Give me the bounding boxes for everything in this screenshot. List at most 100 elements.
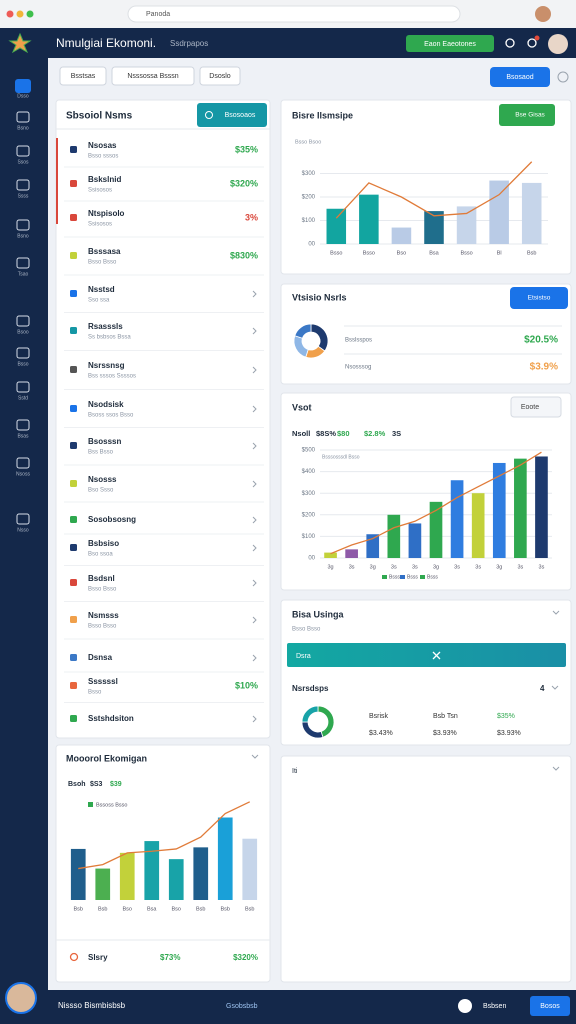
column-value: $3.93% — [433, 730, 457, 737]
item-name[interactable]: Bsssasa — [88, 247, 121, 256]
sidebar-icon-active[interactable] — [15, 79, 31, 93]
item-name[interactable]: Nsodsisk — [88, 400, 124, 409]
item-name[interactable]: Bsdsnl — [88, 574, 115, 583]
footer-button-label[interactable]: Bosos — [540, 1003, 560, 1010]
item-name[interactable]: Nsmsss — [88, 611, 119, 620]
sidebar-icon[interactable] — [16, 145, 30, 157]
footer-value: $73% — [160, 953, 180, 962]
address-bar — [127, 5, 461, 23]
primary-button-label[interactable]: Bsosaod — [506, 74, 533, 81]
sidebar-icon[interactable] — [16, 257, 30, 269]
x-tick-label: 3s — [539, 564, 545, 570]
sidebar-icon[interactable] — [16, 381, 30, 393]
sidebar-label[interactable]: Bsas — [17, 433, 29, 439]
footer-link[interactable]: Gsobsbsb — [226, 1003, 258, 1010]
sidebar-icon[interactable] — [16, 219, 30, 231]
bar — [242, 838, 258, 900]
item-icon — [70, 180, 77, 187]
item-name[interactable]: Ssssssl — [88, 677, 118, 686]
card-button-label[interactable]: Bse Gisas — [515, 112, 545, 119]
chevron-icon — [252, 366, 257, 374]
chevron-icon — [252, 516, 257, 524]
sidebar-icon[interactable] — [16, 347, 30, 359]
item-value: $10% — [235, 680, 258, 690]
footer-value: $320% — [233, 953, 258, 962]
x-tick-label: 3s — [475, 564, 481, 570]
x-tick-label: 3s — [391, 564, 397, 570]
card-title: Bisre Ilsmsipe — [292, 110, 353, 120]
sidebar-icon[interactable] — [16, 457, 30, 469]
close-icon[interactable] — [432, 651, 441, 660]
primary-button[interactable] — [490, 67, 550, 87]
item-name[interactable]: Rsasssls — [88, 322, 123, 331]
tab-label[interactable]: Nsssossa Bsssn — [127, 73, 178, 80]
x-tick-label: Bsb — [74, 906, 83, 912]
card-button[interactable] — [197, 103, 267, 127]
sidebar-label[interactable]: Nsoss — [16, 471, 30, 477]
sidebar-icon[interactable] — [16, 419, 30, 431]
tab-label[interactable]: Bsstsas — [71, 73, 96, 80]
item-name[interactable]: Sosobsosng — [88, 515, 136, 524]
url: Panoda — [146, 11, 170, 18]
card-button-label[interactable]: Etsistso — [528, 295, 551, 302]
column-label: $35% — [497, 713, 515, 720]
x-tick-label: Bso — [172, 906, 181, 912]
item-name[interactable]: Ntspisolo — [88, 209, 125, 218]
sidebar-label[interactable]: Ssos — [17, 159, 29, 165]
item-name[interactable]: Nsstsd — [88, 285, 115, 294]
chevron-icon — [252, 442, 257, 450]
donut-segment — [294, 323, 312, 339]
sidebar-label[interactable]: Bsoo — [17, 329, 29, 335]
bar — [429, 501, 443, 558]
tab[interactable] — [111, 66, 195, 86]
item-name[interactable]: Nsosas — [88, 141, 117, 150]
item-icon — [70, 146, 77, 153]
sidebar-icon[interactable] — [16, 111, 30, 123]
card-button[interactable] — [499, 104, 555, 126]
sidebar-label[interactable]: Dsso — [17, 93, 29, 99]
x-tick-label: Bsa — [429, 250, 439, 256]
sidebar-icon[interactable] — [16, 179, 30, 191]
sidebar-icon[interactable] — [16, 315, 30, 327]
sidebar-label[interactable]: Tsao — [18, 271, 29, 277]
sidebar-label[interactable]: Nsso — [17, 527, 29, 533]
tab[interactable] — [59, 66, 107, 86]
card-button[interactable] — [510, 287, 568, 309]
x-tick-label: 3g — [433, 564, 439, 570]
item-name[interactable]: Bskslnid — [88, 175, 121, 184]
x-tick-label: Bsb — [221, 906, 230, 912]
select-label[interactable]: Eoote — [521, 404, 539, 411]
y-tick-label: $200 — [302, 512, 316, 518]
item-name[interactable]: Bsosssn — [88, 437, 121, 446]
sidebar-icon[interactable] — [16, 513, 30, 525]
sidebar-label[interactable]: Sstd — [18, 395, 28, 401]
card-button-label[interactable]: Bsosoaos — [225, 112, 256, 119]
trend-line — [78, 801, 251, 870]
header-button[interactable] — [406, 35, 494, 52]
card-title: Bisa Usinga — [292, 609, 345, 619]
item-name[interactable]: Dsnsa — [88, 653, 113, 662]
select[interactable] — [510, 396, 562, 418]
chevron-icon — [552, 610, 560, 615]
tab-label[interactable]: Dsoslo — [209, 73, 231, 80]
footer-button[interactable] — [530, 996, 570, 1016]
item-name[interactable]: Nsrssnsg — [88, 361, 125, 370]
sidebar-label[interactable]: Bsno — [17, 125, 29, 131]
item-name[interactable]: Nsosss — [88, 475, 117, 484]
tab[interactable] — [199, 66, 241, 86]
card-title: Mooorol Ekomigan — [66, 753, 147, 763]
item-subtitle: Ssisosos — [88, 222, 112, 228]
sidebar-label[interactable]: Bsso — [17, 361, 28, 367]
item-name[interactable]: Bsbsiso — [88, 539, 119, 548]
section-count: 4 — [540, 684, 545, 693]
chevron-icon — [252, 579, 257, 587]
sidebar-label[interactable]: Ssss — [18, 193, 29, 199]
sidebar-label[interactable]: Bsno — [17, 233, 29, 239]
y-tick-label: $100 — [302, 534, 316, 540]
header-button-label[interactable]: Eaon Eaeotones — [424, 41, 476, 48]
item-name[interactable]: Sstshdsiton — [88, 714, 134, 723]
stat-text: $39 — [110, 781, 122, 788]
card — [280, 283, 572, 385]
chevron-icon — [252, 290, 257, 298]
